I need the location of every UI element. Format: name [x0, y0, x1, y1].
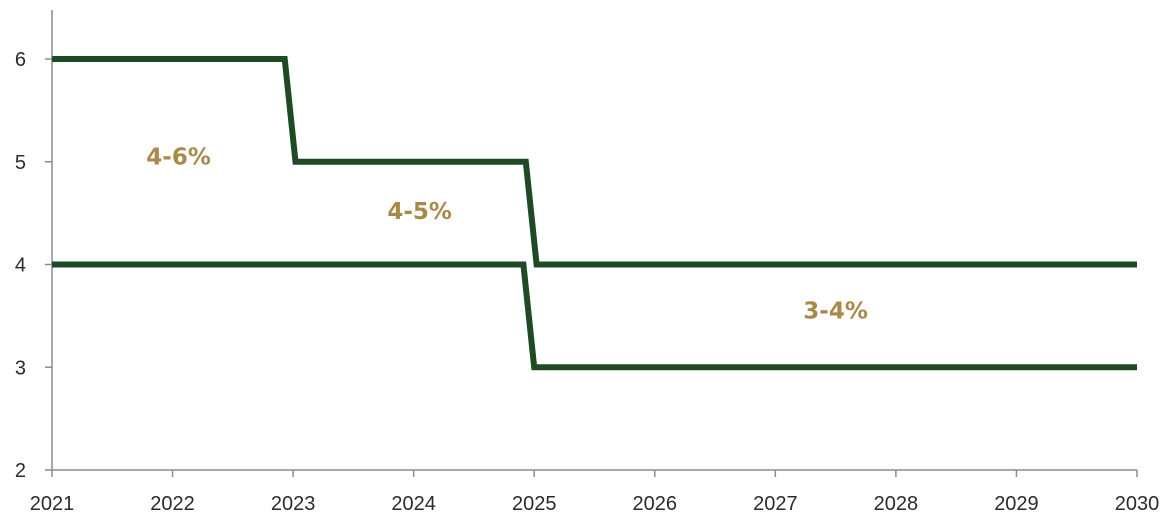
x-tick-label: 2029: [994, 493, 1039, 515]
y-axis-ticks: 2 3 4 5 6: [15, 49, 52, 482]
y-tick-label: 4: [15, 255, 26, 277]
upper-bound-line: [52, 56, 1137, 268]
x-tick-label: 2027: [753, 493, 798, 515]
y-tick-label: 3: [15, 357, 26, 379]
y-tick-label: 5: [15, 152, 26, 174]
x-axis-ticks: 2021 2022 2023 2024 2025 2026 2027 2028 2029 2030: [30, 470, 1160, 515]
x-tick-label: 2024: [391, 493, 436, 515]
lower-bound-line: [52, 261, 1137, 371]
x-tick-label: 2021: [30, 493, 75, 515]
x-tick-label: 2023: [271, 493, 316, 515]
range-annotation-label: 4-5%: [387, 199, 452, 225]
x-tick-label: 2028: [874, 493, 919, 515]
annotation-layer: 4-6% 4-5% 3-4%: [146, 145, 868, 325]
x-tick-label: 2026: [633, 493, 678, 515]
range-annotation-label: 4-6%: [146, 145, 211, 171]
y-tick-label: 2: [15, 460, 26, 482]
x-tick-label: 2030: [1115, 493, 1160, 515]
x-tick-label: 2022: [150, 493, 195, 515]
y-tick-label: 6: [15, 49, 26, 71]
series-layer: [52, 56, 1137, 371]
x-tick-label: 2025: [512, 493, 557, 515]
range-annotation-label: 3-4%: [803, 299, 868, 325]
